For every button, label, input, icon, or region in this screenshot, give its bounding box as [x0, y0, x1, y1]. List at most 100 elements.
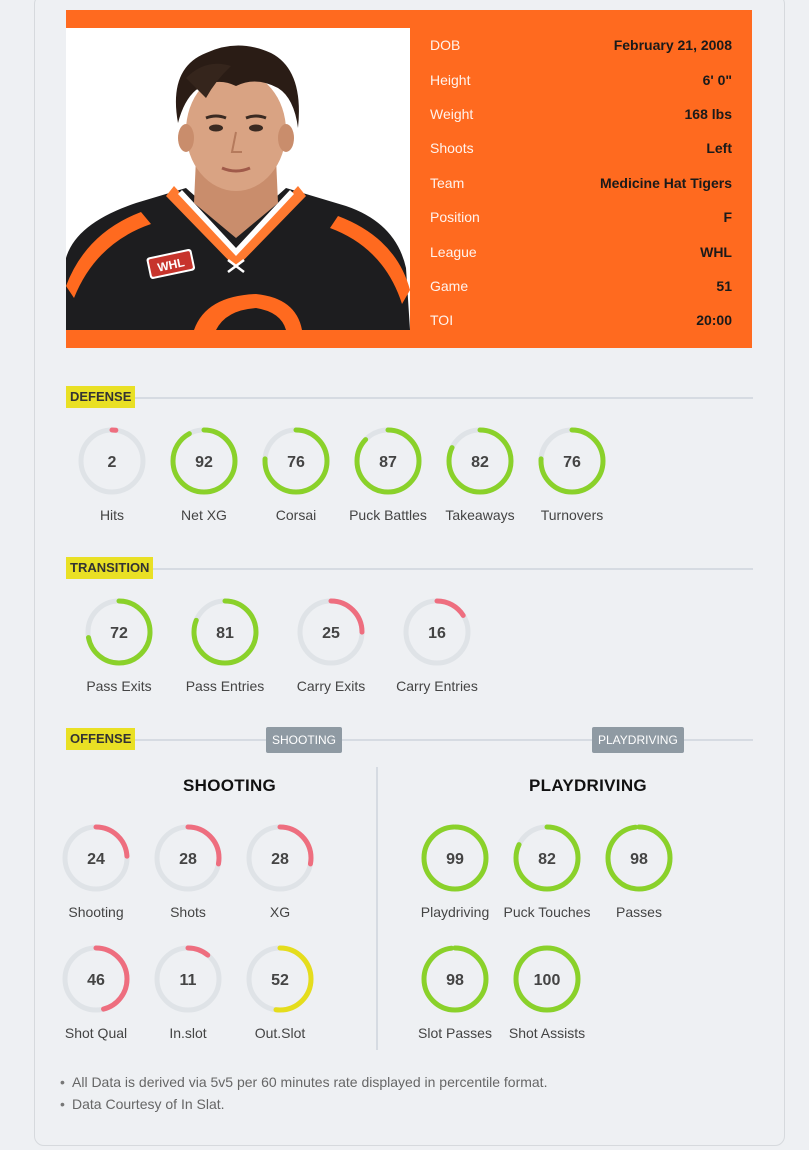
- info-label: Team: [430, 174, 465, 191]
- ring-fill: [421, 824, 489, 892]
- transition-section-header: TRANSITION: [66, 557, 753, 579]
- info-label: DOB: [430, 37, 461, 54]
- percentile-ring: 98: [421, 945, 489, 1013]
- stat-takeaways: 82 Takeaways: [430, 425, 530, 523]
- stat-value: 81: [216, 625, 234, 642]
- stat-value: 82: [538, 851, 556, 868]
- stat-value: 87: [379, 454, 397, 471]
- stat-out-slot: 52 Out.Slot: [230, 943, 330, 1041]
- stat-label: Shooting: [68, 904, 124, 920]
- info-value: 51: [716, 277, 732, 294]
- info-row-dob: DOB February 21, 2008: [430, 28, 732, 62]
- percentile-ring: 46: [62, 945, 130, 1013]
- shooting-pill-button[interactable]: SHOOTING: [266, 727, 343, 753]
- section-divider: [66, 739, 753, 741]
- stat-pass-exits: 72 Pass Exits: [69, 596, 169, 694]
- ring-fill: [154, 945, 222, 1013]
- stat-playdriving: 99 Playdriving: [405, 822, 505, 920]
- ring-fill: [297, 598, 365, 666]
- ring-fill: [62, 945, 130, 1013]
- stat-label: XG: [269, 904, 291, 920]
- stat-value: 24: [87, 851, 105, 868]
- ring-fill: [85, 598, 153, 666]
- info-row-height: Height 6' 0": [430, 62, 732, 96]
- ring-fill: [513, 945, 581, 1013]
- percentile-ring: 16: [403, 598, 471, 666]
- stat-passes: 98 Passes: [589, 822, 689, 920]
- stat-shot-qual: 46 Shot Qual: [46, 943, 146, 1041]
- ring-fill: [513, 824, 581, 892]
- info-row-team: Team Medicine Hat Tigers: [430, 166, 732, 200]
- percentile-ring: 81: [191, 598, 259, 666]
- stat-value: 46: [87, 972, 105, 989]
- ring-fill: [446, 427, 514, 495]
- info-label: TOI: [430, 312, 454, 329]
- stat-value: 52: [271, 972, 289, 989]
- ring-fill: [246, 824, 314, 892]
- stat-label: Carry Entries: [396, 678, 478, 694]
- info-value: 6' 0": [702, 71, 732, 88]
- percentile-ring: 11: [154, 945, 222, 1013]
- stat-value: 72: [110, 625, 128, 642]
- info-label: Shoots: [430, 140, 474, 157]
- defense-section-header: DEFENSE: [66, 386, 753, 408]
- info-row-league: League WHL: [430, 234, 732, 268]
- percentile-ring: 87: [354, 427, 422, 495]
- info-value: Left: [706, 140, 732, 157]
- info-label: Game: [430, 277, 469, 294]
- section-divider: [66, 568, 753, 570]
- percentile-ring: 92: [170, 427, 238, 495]
- info-value: 168 lbs: [684, 105, 732, 122]
- ring-fill: [191, 598, 259, 666]
- stat-value: 99: [446, 851, 464, 868]
- stat-label: Hits: [99, 507, 125, 523]
- stat-label: Carry Exits: [296, 678, 366, 694]
- percentile-ring: 28: [154, 824, 222, 892]
- stat-label: Corsai: [275, 507, 317, 523]
- info-row-position: Position F: [430, 200, 732, 234]
- stat-shot-assists: 100 Shot Assists: [497, 943, 597, 1041]
- stat-label: In.slot: [169, 1025, 207, 1041]
- stat-puck-battles: 87 Puck Battles: [338, 425, 438, 523]
- footnote: Data Courtesy of In Slat.: [60, 1093, 547, 1115]
- ring-fill: [154, 824, 222, 892]
- percentile-ring: 28: [246, 824, 314, 892]
- stat-value: 100: [534, 972, 561, 989]
- percentile-ring: 76: [538, 427, 606, 495]
- ring-fill: [421, 945, 489, 1013]
- player-photo: WHL: [66, 28, 410, 330]
- percentile-ring: 24: [62, 824, 130, 892]
- ring-fill: [605, 824, 673, 892]
- stat-value: 11: [180, 972, 197, 989]
- stat-puck-touches: 82 Puck Touches: [497, 822, 597, 920]
- stat-carry-exits: 25 Carry Exits: [281, 596, 381, 694]
- playdriving-title: PLAYDRIVING: [529, 776, 647, 795]
- info-value: F: [723, 209, 732, 226]
- stat-label: Turnovers: [540, 507, 604, 523]
- percentile-ring: 99: [421, 824, 489, 892]
- percentile-ring: 25: [297, 598, 365, 666]
- ring-fill: [246, 945, 314, 1013]
- percentile-ring: 72: [85, 598, 153, 666]
- stat-value: 28: [271, 851, 289, 868]
- stat-value: 25: [322, 625, 340, 642]
- stat-pass-entries: 81 Pass Entries: [175, 596, 275, 694]
- stat-value: 76: [563, 454, 581, 471]
- offense-section-header: OFFENSE SHOOTING PLAYDRIVING: [66, 727, 753, 753]
- stat-value: 98: [446, 972, 464, 989]
- stat-value: 2: [108, 454, 117, 471]
- stat-label: Shot Qual: [64, 1025, 128, 1041]
- info-row-weight: Weight 168 lbs: [430, 97, 732, 131]
- percentile-ring: 2: [78, 427, 146, 495]
- playdriving-pill-button[interactable]: PLAYDRIVING: [592, 727, 684, 753]
- stat-label: Shots: [170, 904, 206, 920]
- info-label: Weight: [430, 105, 474, 122]
- percentile-ring: 76: [262, 427, 330, 495]
- info-label: Position: [430, 209, 480, 226]
- stat-label: Passes: [616, 904, 662, 920]
- info-value: February 21, 2008: [613, 37, 732, 54]
- stat-corsai: 76 Corsai: [246, 425, 346, 523]
- stat-label: Pass Entries: [185, 678, 265, 694]
- percentile-ring: 82: [446, 427, 514, 495]
- stat-net-xg: 92 Net XG: [154, 425, 254, 523]
